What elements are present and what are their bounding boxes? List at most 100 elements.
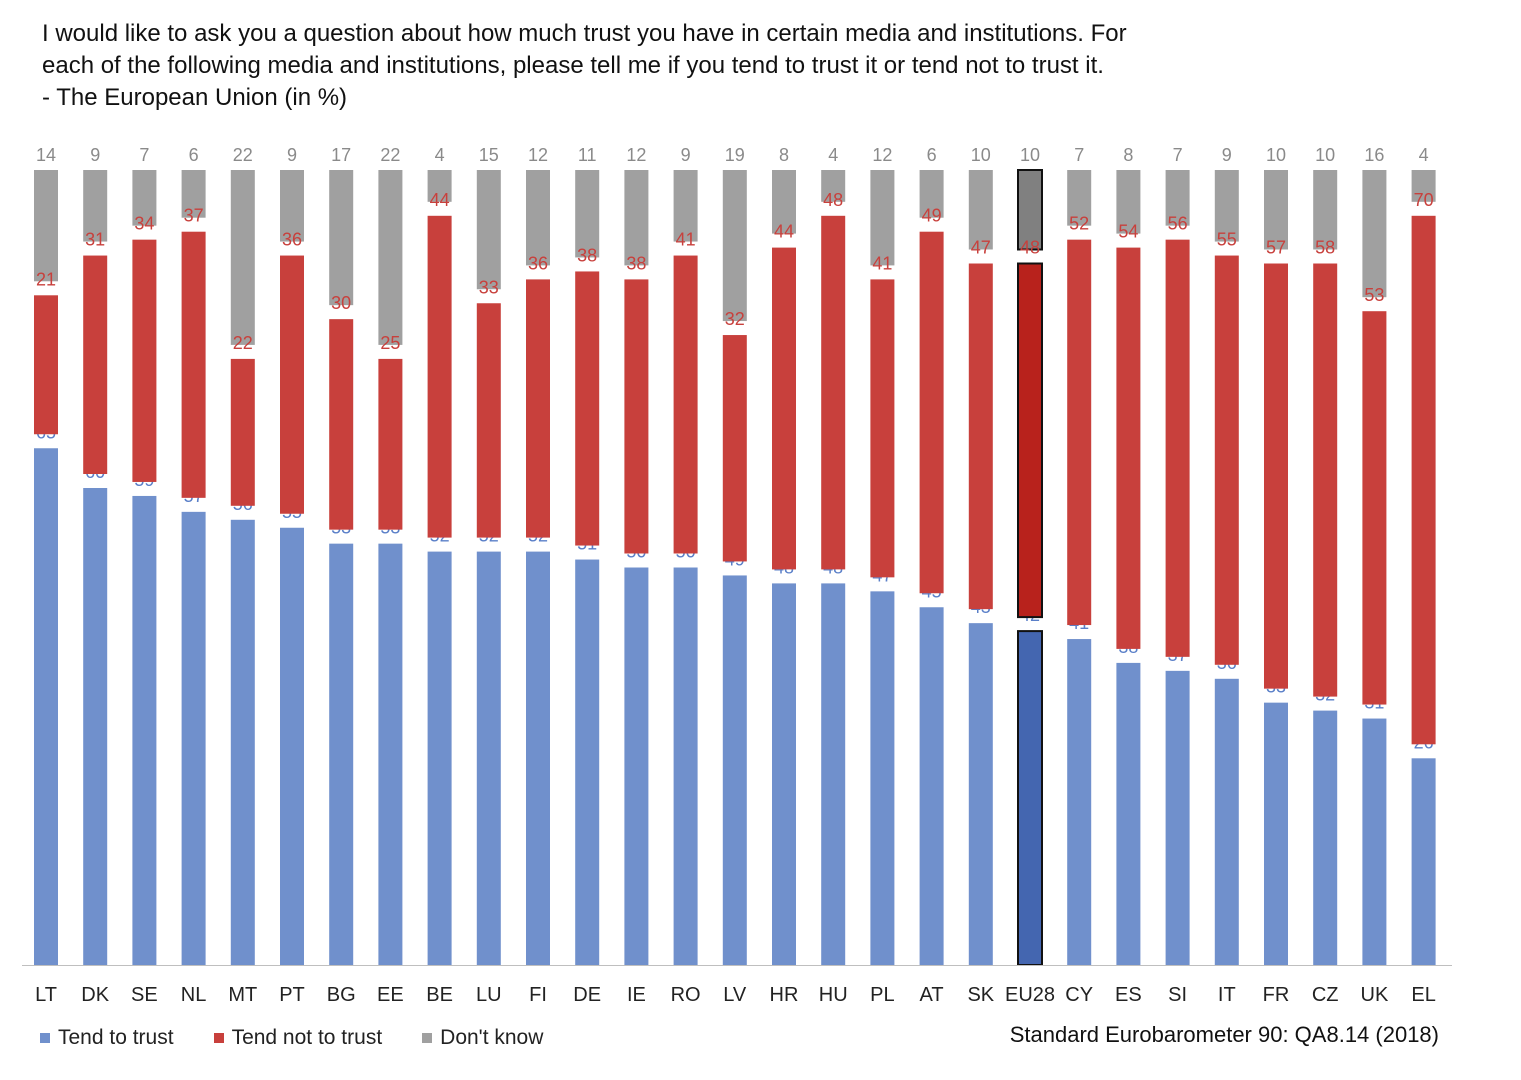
x-tick-sk: SK xyxy=(967,984,994,1006)
bar-not-trust-mt xyxy=(230,358,255,506)
bar-not-trust-at xyxy=(919,231,944,594)
label-dont-know-nl: 6 xyxy=(189,145,199,165)
label-not-trust-lu: 33 xyxy=(479,277,499,297)
label-dont-know-se: 7 xyxy=(139,145,149,165)
bar-trust-at xyxy=(919,607,944,965)
x-tick-nl: NL xyxy=(181,984,207,1006)
label-not-trust-el: 70 xyxy=(1414,190,1434,210)
title-line-1: I would like to ask you a question about… xyxy=(42,20,1127,47)
bar-trust-pt xyxy=(280,527,304,965)
bar-dont-know-pl xyxy=(870,170,895,266)
bar-trust-hr xyxy=(772,583,796,965)
title-line-3: - The European Union (in %) xyxy=(42,84,348,111)
label-not-trust-bg: 30 xyxy=(331,293,351,313)
bar-dont-know-lv xyxy=(722,170,747,322)
bar-dont-know-pt xyxy=(280,170,304,242)
legend-swatch-dont-know xyxy=(422,1033,433,1043)
bar-not-trust-de xyxy=(575,271,600,546)
label-dont-know-hr: 8 xyxy=(779,145,789,165)
label-dont-know-dk: 9 xyxy=(90,145,100,165)
label-dont-know-eu28: 10 xyxy=(1020,145,1040,165)
label-not-trust-lt: 21 xyxy=(36,269,56,289)
bar-trust-it xyxy=(1214,678,1239,965)
label-not-trust-se: 34 xyxy=(134,214,154,234)
bar-not-trust-uk xyxy=(1362,311,1387,705)
bar-not-trust-se xyxy=(132,239,157,482)
x-tick-uk: UK xyxy=(1361,984,1389,1006)
label-not-trust-dk: 31 xyxy=(85,230,105,250)
label-dont-know-ro: 9 xyxy=(681,145,691,165)
x-tick-eu28: EU28 xyxy=(1005,984,1055,1006)
x-tick-pt: PT xyxy=(279,984,305,1006)
label-not-trust-sk: 47 xyxy=(971,238,991,258)
bar-dont-know-it xyxy=(1214,170,1239,242)
bar-not-trust-dk xyxy=(83,255,108,474)
label-not-trust-ie: 38 xyxy=(626,253,646,273)
label-dont-know-lu: 15 xyxy=(479,145,499,165)
x-tick-at: AT xyxy=(920,984,944,1006)
x-tick-ie: IE xyxy=(627,984,646,1006)
x-tick-fi: FI xyxy=(529,984,547,1006)
bar-dont-know-el xyxy=(1411,170,1436,202)
bar-not-trust-pt xyxy=(280,255,304,514)
x-tick-mt: MT xyxy=(228,984,257,1006)
bar-not-trust-hu xyxy=(821,215,846,570)
bar-not-trust-ro xyxy=(673,255,698,554)
bar-trust-ro xyxy=(673,567,698,965)
x-tick-de: DE xyxy=(573,984,601,1006)
bar-dont-know-nl xyxy=(181,170,206,218)
label-dont-know-bg: 17 xyxy=(331,145,351,165)
legend-swatch-not-trust xyxy=(213,1033,224,1043)
legend-label-not-trust: Tend not to trust xyxy=(231,1026,383,1049)
label-dont-know-it: 9 xyxy=(1222,145,1232,165)
bar-dont-know-cz xyxy=(1313,170,1338,250)
bar-dont-know-cy xyxy=(1067,170,1092,226)
bar-trust-bg xyxy=(329,543,354,965)
bar-trust-be xyxy=(427,551,452,965)
x-tick-it: IT xyxy=(1218,984,1236,1006)
x-tick-se: SE xyxy=(131,984,158,1006)
bar-not-trust-cy xyxy=(1067,239,1092,626)
bar-dont-know-si xyxy=(1165,170,1190,226)
bar-trust-lv xyxy=(722,575,747,965)
label-not-trust-ro: 41 xyxy=(676,230,696,250)
bar-not-trust-ee xyxy=(378,358,403,530)
bar-dont-know-es xyxy=(1116,170,1141,234)
bar-dont-know-fi xyxy=(526,170,550,266)
stacked-bar-chart: 651421LT60931DK59734SE57637NL562222MT559… xyxy=(22,145,1452,1006)
x-tick-es: ES xyxy=(1115,984,1142,1006)
bar-not-trust-cz xyxy=(1313,263,1338,697)
bar-trust-se xyxy=(132,495,157,965)
bar-trust-uk xyxy=(1362,718,1387,965)
x-tick-lt: LT xyxy=(35,984,57,1006)
bar-dont-know-se xyxy=(132,170,157,226)
x-tick-cz: CZ xyxy=(1312,984,1339,1006)
label-dont-know-at: 6 xyxy=(927,145,937,165)
bar-not-trust-nl xyxy=(181,231,206,498)
label-not-trust-hu: 48 xyxy=(823,190,843,210)
label-not-trust-fr: 57 xyxy=(1266,238,1286,258)
label-not-trust-es: 54 xyxy=(1118,222,1138,242)
x-tick-cy: CY xyxy=(1065,984,1093,1006)
bar-trust-es xyxy=(1116,662,1141,965)
x-tick-hr: HR xyxy=(770,984,799,1006)
bar-not-trust-eu28 xyxy=(1017,262,1043,619)
legend: Tend to trust Tend not to trust Don't kn… xyxy=(40,1024,583,1052)
bar-dont-know-ro xyxy=(673,170,698,242)
label-dont-know-de: 11 xyxy=(578,145,597,165)
label-dont-know-mt: 22 xyxy=(233,145,253,165)
label-dont-know-pt: 9 xyxy=(287,145,297,165)
label-dont-know-pl: 12 xyxy=(872,145,892,165)
bar-not-trust-lt xyxy=(34,295,58,435)
bar-dont-know-hr xyxy=(772,170,796,234)
bar-trust-dk xyxy=(83,488,108,965)
bar-trust-pl xyxy=(870,591,895,965)
label-dont-know-ie: 12 xyxy=(626,145,646,165)
bar-trust-ie xyxy=(624,567,649,965)
label-dont-know-sk: 10 xyxy=(971,145,991,165)
x-tick-dk: DK xyxy=(81,984,109,1006)
label-not-trust-hr: 44 xyxy=(774,222,794,242)
bar-dont-know-lt xyxy=(34,170,58,282)
label-dont-know-ee: 22 xyxy=(380,145,400,165)
bar-trust-cz xyxy=(1313,710,1338,965)
